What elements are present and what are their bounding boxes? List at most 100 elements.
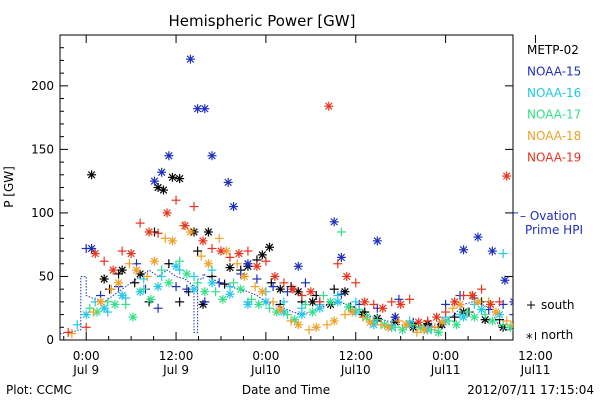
point-south-noaa-18 xyxy=(106,284,116,294)
point-north-noaa-16 xyxy=(459,312,469,322)
star-stroke-d2 xyxy=(118,266,126,274)
point-north-noaa-17 xyxy=(164,278,174,288)
point-south-noaa-15 xyxy=(200,297,210,307)
star-stroke-d2 xyxy=(204,260,213,268)
point-south-noaa-18 xyxy=(358,312,368,322)
point-north-noaa-18 xyxy=(114,278,124,288)
point-north-noaa-17 xyxy=(200,287,210,297)
legend-ovation-line2: Prime HPI xyxy=(525,223,583,237)
star-stroke-d2 xyxy=(276,305,285,314)
legend-item-noaa-15: NOAA-15 xyxy=(527,65,581,79)
y-tick-label: 100 xyxy=(31,206,54,220)
plot-frame xyxy=(59,34,514,341)
legend: METP-02 NOAA-15 NOAA-16 NOAA-17 NOAA-18 NOAA-… xyxy=(513,43,583,347)
point-north-noaa-19 xyxy=(90,249,100,259)
point-south-noaa-18 xyxy=(160,233,170,243)
star-stroke-d2 xyxy=(521,319,528,326)
y-tick-label: 0 xyxy=(46,333,54,347)
star-stroke-d2 xyxy=(201,104,209,113)
star-stroke-d2 xyxy=(190,285,198,293)
point-north-noaa-17 xyxy=(254,299,264,309)
point-south-noaa-19 xyxy=(351,278,361,288)
point-north-noaa-19 xyxy=(234,249,244,259)
point-north-metp-02 xyxy=(117,265,127,275)
point-north-noaa-16 xyxy=(153,282,163,292)
point-north-metp-02 xyxy=(264,242,274,252)
star-stroke-d2 xyxy=(168,237,177,245)
star-stroke-d2 xyxy=(456,300,464,309)
chart-title: Hemispheric Power [GW] xyxy=(169,12,356,30)
star-stroke-d2 xyxy=(276,285,285,293)
point-south-noaa-19 xyxy=(225,252,235,262)
point-south-metp-02 xyxy=(175,297,185,307)
star-stroke-d2 xyxy=(330,218,338,226)
star-stroke-d2 xyxy=(280,308,288,316)
star-stroke-d2 xyxy=(459,246,468,254)
star-stroke-d2 xyxy=(111,300,119,309)
star-stroke-d2 xyxy=(229,202,238,211)
star-stroke-d2 xyxy=(157,168,166,176)
point-south-noaa-15 xyxy=(509,313,513,316)
x-tick-label-time: 12:00 xyxy=(518,349,553,363)
star-stroke-d2 xyxy=(501,276,509,284)
x-tick-label-time: 12:00 xyxy=(338,349,373,363)
point-north-noaa-19 xyxy=(432,312,442,322)
star-stroke-d2 xyxy=(193,104,202,113)
point-north-noaa-18 xyxy=(239,271,249,281)
star-stroke-d2 xyxy=(370,321,378,329)
star-stroke-d2 xyxy=(373,237,382,245)
point-north-noaa-15 xyxy=(336,252,346,262)
star-stroke-d2 xyxy=(165,152,173,160)
point-south-noaa-15 xyxy=(153,303,163,313)
legend-item-noaa-18: NOAA-18 xyxy=(527,129,581,143)
star-stroke-d2 xyxy=(510,301,513,306)
star-stroke-d2 xyxy=(348,308,356,316)
point-south-noaa-18 xyxy=(430,322,440,332)
point-north-noaa-19 xyxy=(396,299,406,309)
point-north-noaa-19 xyxy=(468,291,478,301)
star-stroke-d2 xyxy=(100,275,108,283)
legend-north: north xyxy=(541,328,573,342)
point-north-noaa-19 xyxy=(270,271,280,281)
star-stroke-d2 xyxy=(514,324,521,331)
star-stroke-d2 xyxy=(391,313,400,321)
star-stroke-d2 xyxy=(308,308,317,316)
point-north-noaa-19 xyxy=(144,227,154,237)
point-north-noaa-19 xyxy=(414,317,424,327)
point-north-noaa-16 xyxy=(297,310,307,320)
point-north-noaa-15 xyxy=(473,232,483,242)
point-south-noaa-17 xyxy=(139,284,149,294)
point-south-metp-02 xyxy=(450,312,460,322)
point-south-metp-02 xyxy=(329,284,339,294)
x-tick-label-date: Jul11 xyxy=(520,363,551,377)
point-south-noaa-17 xyxy=(444,316,454,326)
point-north-noaa-18 xyxy=(401,320,411,330)
star-stroke-d2 xyxy=(181,221,189,230)
star-stroke-d2 xyxy=(474,233,482,241)
point-north-noaa-15 xyxy=(509,298,513,306)
star-stroke-d1 xyxy=(521,319,528,326)
x-tick-label-time: 0:00 xyxy=(252,349,279,363)
star-stroke-d2 xyxy=(326,298,335,306)
point-north-metp-02 xyxy=(225,263,235,273)
star-stroke-d2 xyxy=(495,310,504,319)
legend-item-noaa-19: NOAA-19 xyxy=(527,151,581,165)
point-south-noaa-19 xyxy=(315,297,325,307)
point-south-noaa-17 xyxy=(193,278,203,288)
point-north-noaa-15 xyxy=(200,104,210,114)
star-stroke-d2 xyxy=(219,295,227,304)
point-south-noaa-15 xyxy=(268,282,278,292)
point-north-noaa-18 xyxy=(132,265,142,275)
star-stroke-d2 xyxy=(289,285,297,293)
x-tick-label-date: Jul 9 xyxy=(72,363,99,377)
star-stroke-d2 xyxy=(452,321,461,329)
point-south-noaa-17 xyxy=(157,265,167,275)
star-stroke-d2 xyxy=(226,290,234,298)
star-stroke-d2 xyxy=(87,171,96,179)
star-stroke-d2 xyxy=(208,279,216,287)
star-stroke-d2 xyxy=(265,243,274,251)
star-stroke-d2 xyxy=(87,244,96,253)
star-stroke-d2 xyxy=(402,321,410,329)
star-stroke-d2 xyxy=(175,174,184,183)
x-tick-label-time: 0:00 xyxy=(73,349,100,363)
